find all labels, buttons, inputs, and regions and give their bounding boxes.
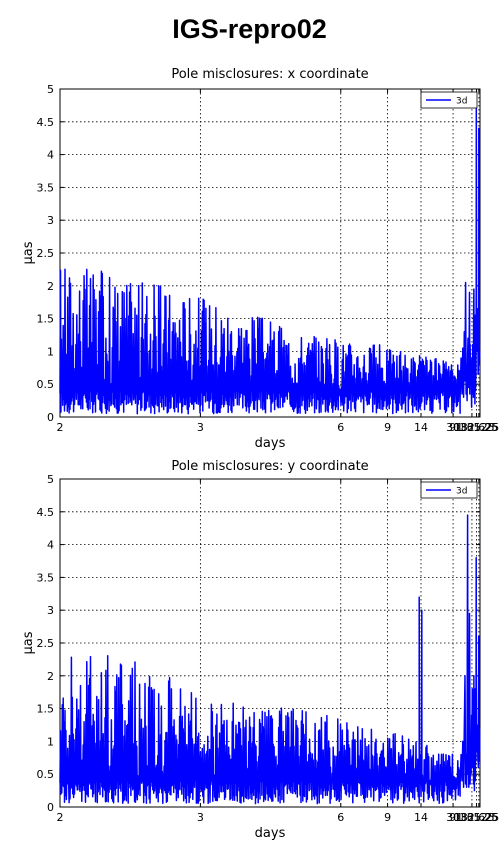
y-tick-label: 3.5: [37, 181, 55, 194]
y-tick-label: 1.5: [37, 703, 55, 716]
y-tick-label: 5: [47, 473, 54, 486]
y-tick-label: 3: [47, 604, 54, 617]
y-tick-label: 0.5: [37, 378, 55, 391]
y-tick-label: 2: [47, 280, 54, 293]
y-tick-label: 4.5: [37, 506, 55, 519]
x-tick-label: 30: [446, 811, 460, 824]
y-tick-label: 2.5: [37, 247, 55, 260]
y-tick-label: 0: [47, 411, 54, 424]
chart-title: Pole misclosures: y coordinate: [171, 459, 368, 474]
y-tick-label: 4.5: [37, 116, 55, 129]
x-tick-label: 365.25: [460, 421, 499, 434]
x-tick-label: 6: [337, 811, 344, 824]
series-line-3d: [59, 514, 481, 805]
y-tick-label: 4: [47, 149, 54, 162]
series-line-3d: [59, 107, 481, 415]
legend-label: 3d: [456, 97, 467, 107]
x-axis-label: days: [255, 826, 286, 841]
y-tick-label: 1: [47, 345, 54, 358]
legend: 3d: [420, 481, 478, 499]
x-tick-label: 91.3125: [449, 811, 495, 824]
y-tick-label: 4: [47, 539, 54, 552]
x-tick-label: 6: [337, 421, 344, 434]
figure-title: IGS-repro02: [172, 14, 327, 44]
y-tick-label: 5: [47, 83, 54, 96]
x-tick-label: 91.3125: [449, 421, 495, 434]
y-axis-label: μas: [21, 241, 36, 264]
x-tick-label: 14: [414, 811, 428, 824]
x-tick-label: 182.625: [454, 811, 499, 824]
y-axis-label: μas: [21, 631, 36, 654]
y-tick-label: 2: [47, 670, 54, 683]
y-tick-label: 2.5: [37, 637, 55, 650]
x-axis-label: days: [255, 436, 286, 451]
x-tick-label: 365.25: [460, 811, 499, 824]
y-tick-label: 1: [47, 735, 54, 748]
x-tick-label: 2: [57, 421, 64, 434]
legend: 3d: [420, 91, 478, 109]
x-tick-label: 2: [57, 811, 64, 824]
y-tick-label: 3.5: [37, 571, 55, 584]
x-tick-label: 9: [384, 421, 391, 434]
y-tick-label: 0.5: [37, 768, 55, 781]
y-tick-label: 1.5: [37, 313, 55, 326]
x-tick-label: 9: [384, 811, 391, 824]
chart-title: Pole misclosures: x coordinate: [171, 67, 368, 82]
x-tick-label: 14: [414, 421, 428, 434]
x-tick-label: 3: [197, 811, 204, 824]
y-tick-label: 3: [47, 214, 54, 227]
x-tick-label: 30: [446, 421, 460, 434]
x-tick-label: 3: [197, 421, 204, 434]
y-tick-label: 0: [47, 801, 54, 814]
legend-label: 3d: [456, 487, 467, 497]
x-tick-label: 182.625: [454, 421, 499, 434]
